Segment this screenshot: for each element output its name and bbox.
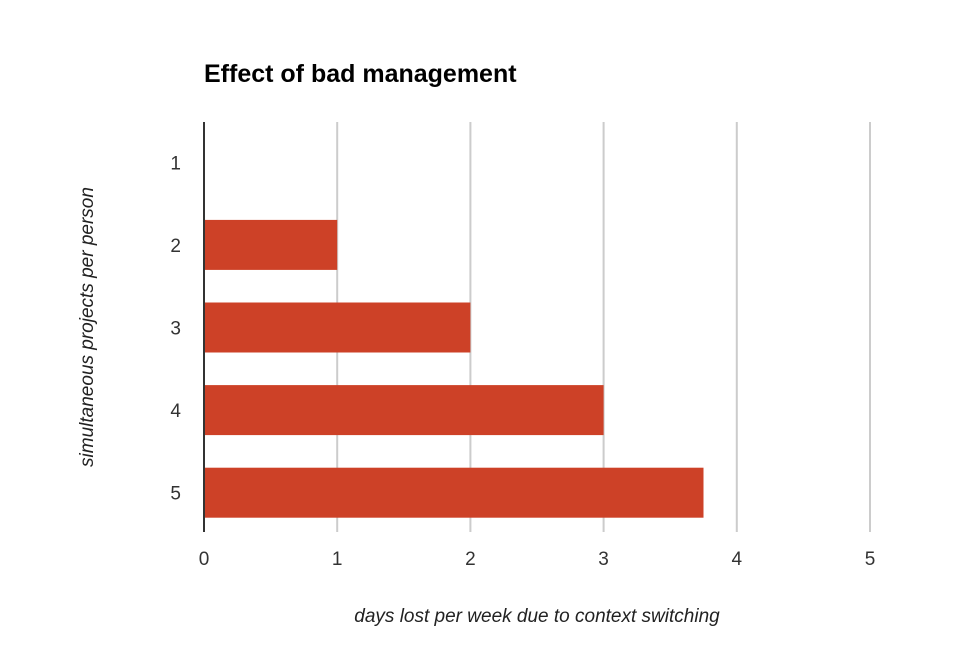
x-tick-label: 0 — [199, 549, 210, 570]
x-tick-label: 4 — [732, 549, 743, 570]
y-tick-label: 1 — [170, 153, 181, 174]
y-tick-label: 2 — [170, 236, 181, 257]
bars — [204, 219, 704, 518]
y-tick-labels: 1 2 3 4 5 — [170, 153, 181, 504]
x-tick-label: 5 — [865, 549, 876, 570]
bar-2 — [204, 219, 338, 270]
y-tick-label: 4 — [170, 401, 181, 422]
y-tick-label: 3 — [170, 319, 181, 340]
bar-4 — [204, 385, 604, 436]
x-tick-label: 1 — [332, 549, 343, 570]
x-tick-label: 3 — [598, 549, 609, 570]
x-tick-labels: 0 1 2 3 4 5 — [199, 549, 876, 570]
x-axis-label: days lost per week due to context switch… — [354, 606, 720, 627]
y-tick-label: 5 — [170, 484, 181, 505]
x-tick-label: 2 — [465, 549, 476, 570]
y-axis-label: simultaneous projects per person — [77, 187, 98, 467]
bar-3 — [204, 302, 471, 353]
gridlines — [336, 122, 871, 532]
chart-title: Effect of bad management — [204, 60, 517, 88]
bar-5 — [204, 467, 704, 518]
